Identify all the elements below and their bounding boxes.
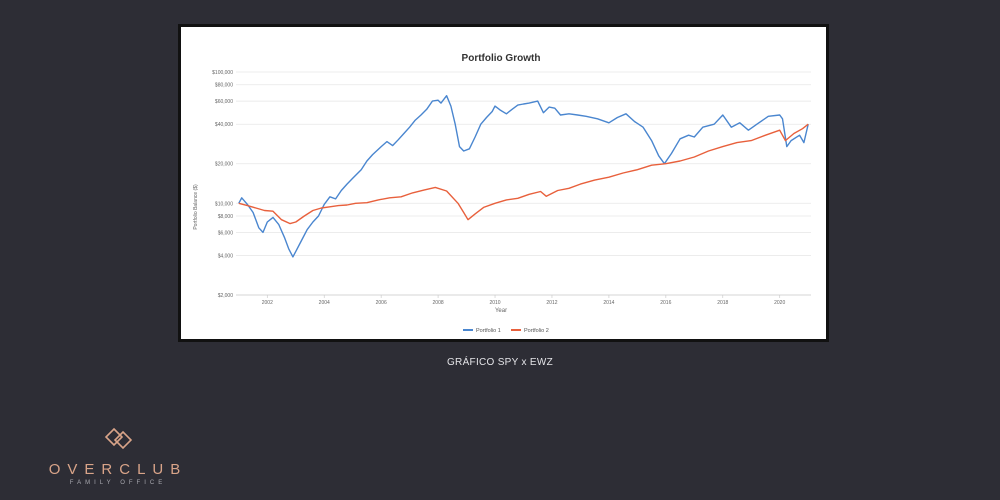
series-line-portfolio-1 <box>238 95 809 258</box>
series-line-portfolio-2 <box>238 123 809 225</box>
brand-name: OVERCLUB <box>48 461 188 478</box>
chart-caption: GRÁFICO SPY x EWZ <box>446 357 554 368</box>
x-tick-label: 2010 <box>489 300 500 306</box>
y-tick-label: $40,000 <box>215 122 233 128</box>
legend-label-1: Portfolio 1 <box>476 328 501 334</box>
overclub-logo: OVERCLUB FAMILY OFFICE <box>38 425 198 495</box>
y-tick-label: $20,000 <box>215 162 233 168</box>
chart-title: Portfolio Growth <box>462 53 541 64</box>
y-tick-label: $60,000 <box>215 99 233 105</box>
x-axis-label: Year <box>495 308 507 314</box>
portfolio-growth-chart: Portfolio Growth Portfolio Balance ($) Y… <box>193 53 811 334</box>
x-tick-label: 2020 <box>774 300 785 306</box>
x-tick-label: 2008 <box>433 300 444 306</box>
x-tick-label: 2018 <box>717 300 728 306</box>
x-tick-label: 2006 <box>376 300 387 306</box>
brand-tagline: FAMILY OFFICE <box>69 480 167 486</box>
y-tick-label: $80,000 <box>215 83 233 89</box>
x-tick-label: 2002 <box>262 300 273 306</box>
overclub-emblem-icon <box>104 427 133 450</box>
y-axis-label: Portfolio Balance ($) <box>193 184 199 230</box>
x-tick-label: 2016 <box>660 300 671 306</box>
chart-frame: Portfolio Growth Portfolio Balance ($) Y… <box>178 24 829 342</box>
x-tick-label: 2012 <box>546 300 557 306</box>
x-tick-label: 2004 <box>319 300 330 306</box>
y-tick-label: $2,000 <box>218 293 234 299</box>
y-tick-label: $4,000 <box>218 253 234 259</box>
y-tick-label: $6,000 <box>218 230 234 236</box>
y-tick-label: $8,000 <box>218 214 234 220</box>
x-tick-label: 2014 <box>603 300 614 306</box>
y-tick-label: $10,000 <box>215 201 233 207</box>
legend-label-2: Portfolio 2 <box>524 328 549 334</box>
y-tick-label: $100,000 <box>212 70 233 76</box>
